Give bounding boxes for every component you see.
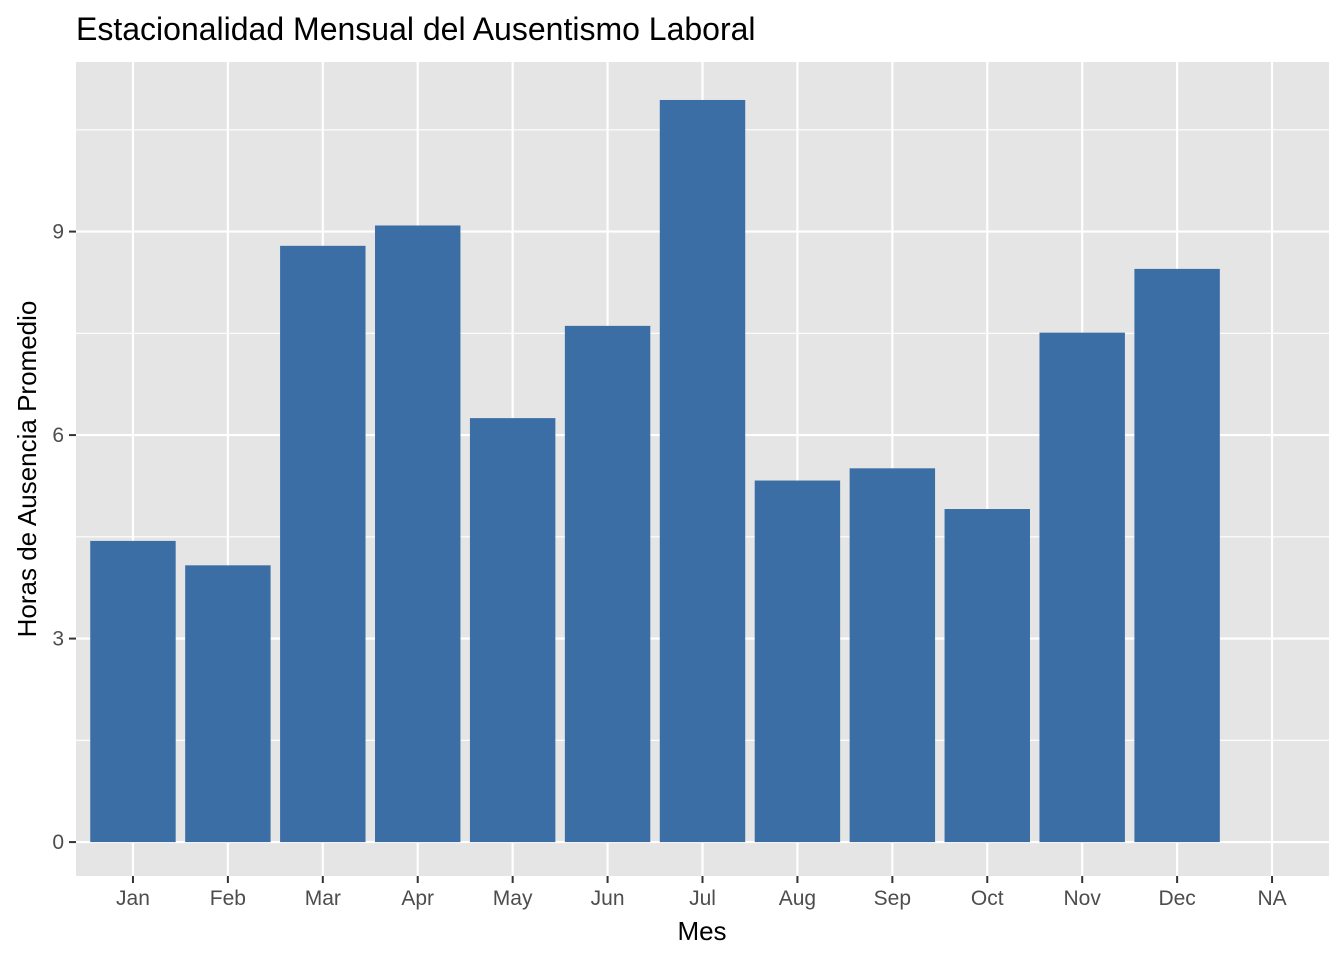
x-tick-label: Mar xyxy=(305,887,341,910)
x-tick-label: Jul xyxy=(689,887,716,910)
bar-jun xyxy=(564,325,651,843)
bar-feb xyxy=(185,565,271,843)
bar-mar xyxy=(280,245,366,843)
bar-oct xyxy=(944,509,1030,843)
bar-apr xyxy=(375,225,461,843)
y-tick-label: 9 xyxy=(52,221,64,244)
x-tick-label: NA xyxy=(1257,887,1286,910)
x-tick-label: Oct xyxy=(971,887,1004,910)
bar-dec xyxy=(1134,268,1220,843)
x-tick-label: May xyxy=(493,887,533,910)
bar-aug xyxy=(754,480,841,843)
bar-jul xyxy=(659,99,746,843)
x-tick-label: Sep xyxy=(874,887,911,910)
x-axis: Jan Feb Mar Apr May Jun Jul Aug Sep Oct Nov Dec NA xyxy=(116,876,1287,910)
x-tick-label: Apr xyxy=(401,887,434,910)
bar-sep xyxy=(849,468,936,843)
bar-nov xyxy=(1039,332,1125,843)
x-tick-label: Jun xyxy=(591,887,625,910)
y-axis: 0 3 6 9 xyxy=(52,221,76,854)
x-axis-title: Mes xyxy=(677,916,726,946)
bar-may xyxy=(469,418,556,843)
y-tick-label: 0 xyxy=(52,831,64,854)
x-tick-label: Dec xyxy=(1158,887,1195,910)
y-tick-label: 3 xyxy=(52,628,64,651)
y-axis-title: Horas de Ausencia Promedio xyxy=(12,301,42,638)
x-tick-label: Aug xyxy=(779,887,816,910)
bars xyxy=(90,99,1220,843)
x-tick-label: Jan xyxy=(116,887,150,910)
bar-jan xyxy=(90,540,176,843)
x-tick-label: Nov xyxy=(1064,887,1102,910)
y-tick-label: 6 xyxy=(52,424,64,447)
x-tick-label: Feb xyxy=(210,887,246,910)
chart-title: Estacionalidad Mensual del Ausentismo La… xyxy=(76,11,756,47)
